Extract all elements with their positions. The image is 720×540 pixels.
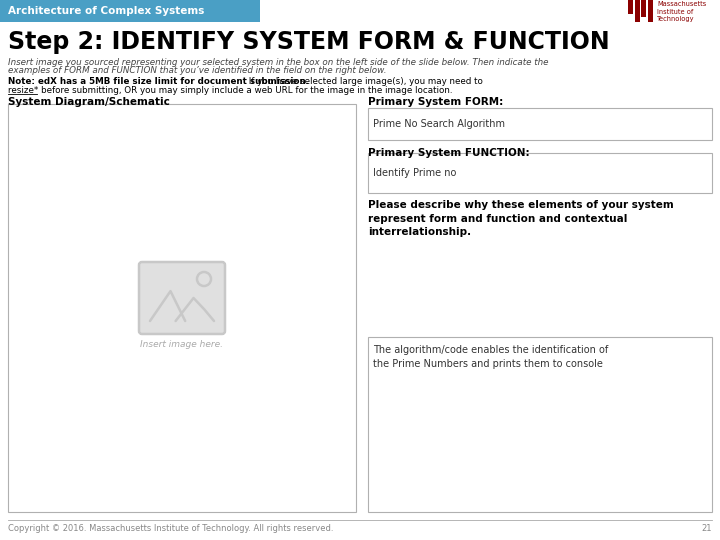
Text: Note: edX has a 5MB file size limit for document submission.: Note: edX has a 5MB file size limit for … bbox=[8, 77, 309, 86]
FancyBboxPatch shape bbox=[368, 337, 712, 512]
Text: Step 2: IDENTIFY SYSTEM FORM & FUNCTION: Step 2: IDENTIFY SYSTEM FORM & FUNCTION bbox=[8, 30, 610, 54]
Text: If you have selected large image(s), you may need to: If you have selected large image(s), you… bbox=[246, 77, 483, 86]
FancyBboxPatch shape bbox=[0, 0, 260, 22]
Text: System Diagram/Schematic: System Diagram/Schematic bbox=[8, 97, 170, 107]
Text: Primary System FUNCTION:: Primary System FUNCTION: bbox=[368, 148, 530, 158]
FancyBboxPatch shape bbox=[641, 0, 646, 17]
FancyBboxPatch shape bbox=[628, 0, 633, 14]
Text: The algorithm/code enables the identification of
the Prime Numbers and prints th: The algorithm/code enables the identific… bbox=[373, 345, 608, 369]
Text: Identify Prime no: Identify Prime no bbox=[373, 168, 456, 178]
Text: resize* before submitting, OR you may simply include a web URL for the image in : resize* before submitting, OR you may si… bbox=[8, 86, 452, 95]
Text: Primary System FORM:: Primary System FORM: bbox=[368, 97, 503, 107]
Text: Architecture of Complex Systems: Architecture of Complex Systems bbox=[8, 6, 204, 16]
FancyBboxPatch shape bbox=[635, 0, 640, 22]
Text: Insert image here.: Insert image here. bbox=[140, 340, 223, 349]
Text: examples of FORM and FUNCTION that you’ve identified in the field on the right b: examples of FORM and FUNCTION that you’v… bbox=[8, 66, 387, 75]
Text: 21: 21 bbox=[701, 524, 712, 533]
FancyBboxPatch shape bbox=[368, 108, 712, 140]
FancyBboxPatch shape bbox=[648, 0, 653, 22]
FancyBboxPatch shape bbox=[139, 262, 225, 334]
Text: Please describe why these elements of your system represent form and function an: Please describe why these elements of yo… bbox=[368, 200, 674, 237]
FancyBboxPatch shape bbox=[368, 153, 712, 193]
Text: Massachusetts
Institute of
Technology: Massachusetts Institute of Technology bbox=[657, 1, 706, 22]
Text: Prime No Search Algorithm: Prime No Search Algorithm bbox=[373, 119, 505, 129]
FancyBboxPatch shape bbox=[8, 104, 356, 512]
Text: Insert image you sourced representing your selected system in the box on the lef: Insert image you sourced representing yo… bbox=[8, 58, 549, 67]
Text: Copyright © 2016. Massachusetts Institute of Technology. All rights reserved.: Copyright © 2016. Massachusetts Institut… bbox=[8, 524, 333, 533]
